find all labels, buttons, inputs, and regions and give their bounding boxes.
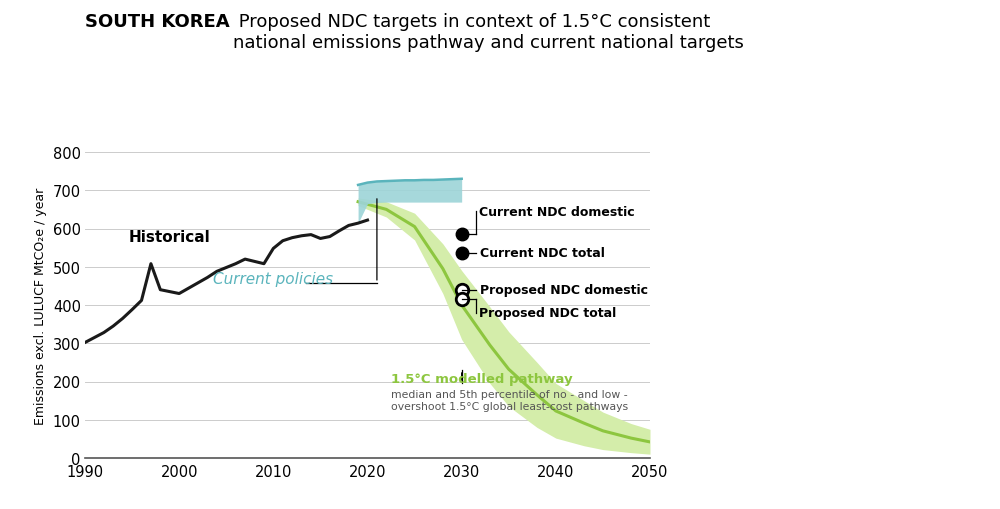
- Text: Historical: Historical: [129, 229, 211, 244]
- Text: Current NDC domestic: Current NDC domestic: [479, 206, 634, 218]
- Text: 1.5°C modelled pathway: 1.5°C modelled pathway: [391, 373, 573, 385]
- Text: Proposed NDC total: Proposed NDC total: [479, 306, 616, 320]
- Text: Proposed NDC domestic: Proposed NDC domestic: [480, 284, 648, 297]
- Text: SOUTH KOREA: SOUTH KOREA: [85, 13, 230, 31]
- Text: Proposed NDC targets in context of 1.5°C consistent
national emissions pathway a: Proposed NDC targets in context of 1.5°C…: [233, 13, 744, 51]
- Text: Current NDC total: Current NDC total: [480, 247, 605, 260]
- Y-axis label: Emissions excl. LULUCF MtCO₂e / year: Emissions excl. LULUCF MtCO₂e / year: [34, 187, 47, 424]
- Text: Current policies: Current policies: [213, 271, 333, 286]
- Text: median and 5th percentile of no - and low -
overshoot 1.5°C global least-cost pa: median and 5th percentile of no - and lo…: [391, 389, 628, 411]
